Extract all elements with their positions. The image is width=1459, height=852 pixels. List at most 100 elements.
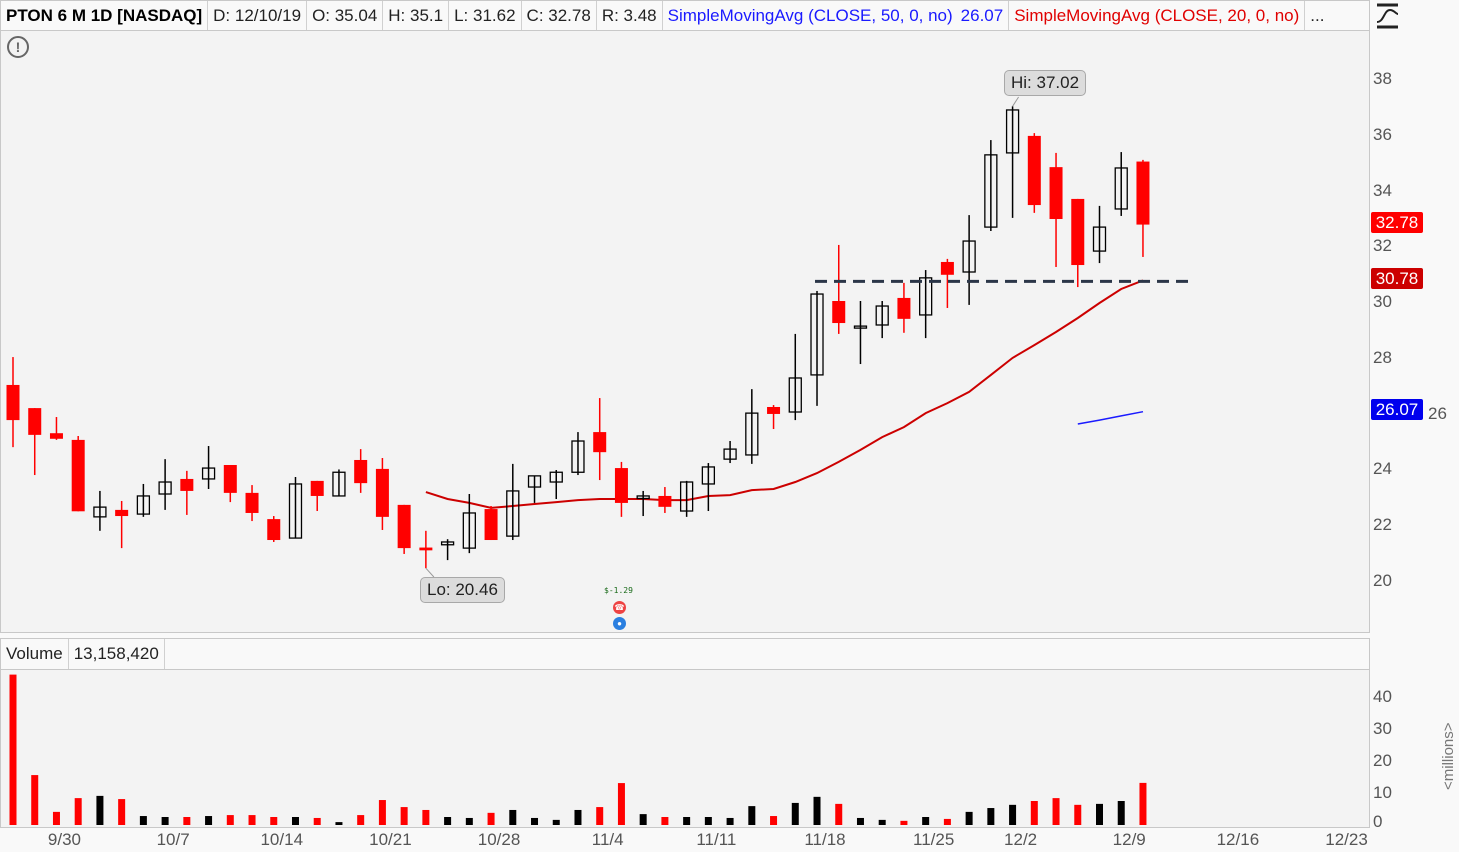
volume-bar (31, 775, 39, 825)
price-tick-label: 26 (1428, 403, 1447, 423)
volume-bar (1052, 798, 1060, 825)
volume-bar (987, 808, 995, 825)
volume-bar (509, 809, 517, 825)
date-tick-label: 10/21 (369, 830, 412, 849)
chart-header: PTON 6 M 1D [NASDAQ] D: 12/10/19 O: 35.0… (1, 1, 1369, 31)
candle-body-down (614, 468, 628, 503)
candle-body-up (136, 495, 151, 515)
high-annotation-pointer (1012, 96, 1020, 107)
date-tick-label: 9/30 (47, 830, 81, 849)
volume-bar (487, 812, 495, 825)
volume-bar (118, 799, 126, 825)
volume-bar (531, 817, 539, 825)
sma50-price-box: 26.07 (1371, 399, 1423, 420)
candle-body-up (440, 541, 455, 546)
candle-body-up (506, 490, 520, 537)
candle-body-down (940, 261, 954, 275)
candle-body-up (723, 448, 737, 460)
volume-bar (9, 674, 17, 825)
volume-bar (574, 809, 582, 825)
volume-bar (226, 815, 234, 825)
earnings-eps-label[interactable]: $-1.29 (604, 586, 633, 595)
candle-body-down (115, 509, 129, 517)
volume-bar (813, 796, 821, 825)
volume-bar (465, 817, 473, 825)
price-chart-panel[interactable]: PTON 6 M 1D [NASDAQ] D: 12/10/19 O: 35.0… (0, 0, 1370, 633)
sma50-line (1077, 410, 1144, 425)
volume-bar (335, 822, 343, 825)
candle-body-up (875, 305, 889, 326)
candle-body-down (28, 408, 42, 435)
candle-body-up (919, 277, 933, 316)
sma50-study-label[interactable]: SimpleMovingAvg (CLOSE, 50, 0, no) (667, 6, 953, 25)
candle-body-down (419, 547, 433, 551)
volume-label: Volume (1, 639, 69, 669)
high-value: H: 35.1 (383, 1, 450, 30)
close-value: C: 32.78 (522, 1, 597, 30)
candle-body-up (701, 466, 716, 485)
candle-body-down (1049, 167, 1063, 220)
study-settings-icon[interactable] (1374, 2, 1404, 30)
candle-body-up (788, 377, 802, 413)
date-tick-label: 11/4 (591, 830, 624, 849)
price-tick-label: 28 (1373, 347, 1392, 367)
candle-body-down (49, 433, 63, 439)
candle-body-down (6, 384, 20, 421)
volume-bar (704, 817, 712, 825)
sma50-study-value: 26.07 (956, 1, 1010, 30)
conference-call-icon[interactable]: ☎ (613, 601, 626, 614)
candle-body-down (354, 459, 368, 484)
candle-body-down (267, 519, 281, 541)
candle-body-down (71, 439, 85, 512)
volume-bar (400, 807, 408, 825)
low-value: L: 31.62 (449, 1, 522, 30)
volume-bar (835, 803, 843, 825)
candle-body-up (1114, 167, 1128, 210)
volume-bar (617, 783, 625, 825)
low-annotation: Lo: 20.46 (420, 577, 505, 603)
volume-bar (422, 809, 430, 825)
volume-bar (291, 817, 299, 825)
info-alert-icon[interactable]: ! (7, 36, 29, 58)
candle-body-up (332, 471, 346, 497)
candle-body-up (1005, 109, 1020, 154)
volume-bar (378, 800, 386, 825)
candle-body-down (223, 464, 237, 493)
volume-bar (248, 815, 256, 825)
candle-body-up (158, 481, 172, 495)
date-value: D: 12/10/19 (208, 1, 308, 30)
date-tick-label: 12/16 (1216, 830, 1260, 849)
volume-bar (357, 815, 365, 825)
volume-bar (726, 817, 734, 825)
support-price-box: 30.78 (1371, 268, 1423, 289)
symbol-label[interactable]: PTON 6 M 1D [NASDAQ] (1, 1, 209, 30)
price-tick-label: 24 (1373, 459, 1392, 479)
volume-unit-label: <millions> (1440, 722, 1457, 790)
candle-body-down (245, 492, 259, 513)
candle-body-down (180, 478, 194, 491)
candle-body-up (549, 471, 563, 483)
candle-body-down (658, 495, 672, 507)
volume-bar (900, 820, 908, 825)
candle-body-down (310, 480, 324, 496)
volume-bar (596, 807, 604, 825)
sma20-study-label[interactable]: SimpleMovingAvg (CLOSE, 20, 0, no) (1009, 1, 1306, 30)
volume-bar (270, 817, 278, 825)
candle-body-up (1092, 226, 1107, 252)
date-tick-label: 10/7 (156, 830, 190, 849)
volume-bar (1009, 804, 1017, 825)
volume-bar (922, 817, 930, 825)
candle-body-up (93, 506, 107, 518)
earnings-bulb-icon[interactable]: ● (613, 617, 626, 630)
more-studies-button[interactable]: ... (1310, 6, 1325, 25)
volume-bar (161, 817, 169, 825)
volume-header: Volume 13,158,420 (1, 639, 1369, 670)
price-tick-label: 34 (1373, 180, 1392, 200)
volume-bar (1074, 804, 1082, 825)
date-tick-label: 12/23 (1325, 830, 1368, 849)
volume-bar (639, 814, 647, 825)
price-tick-label: 20 (1373, 571, 1392, 591)
candle-body-down (1136, 161, 1150, 225)
date-tick-label: 11/25 (913, 830, 955, 849)
